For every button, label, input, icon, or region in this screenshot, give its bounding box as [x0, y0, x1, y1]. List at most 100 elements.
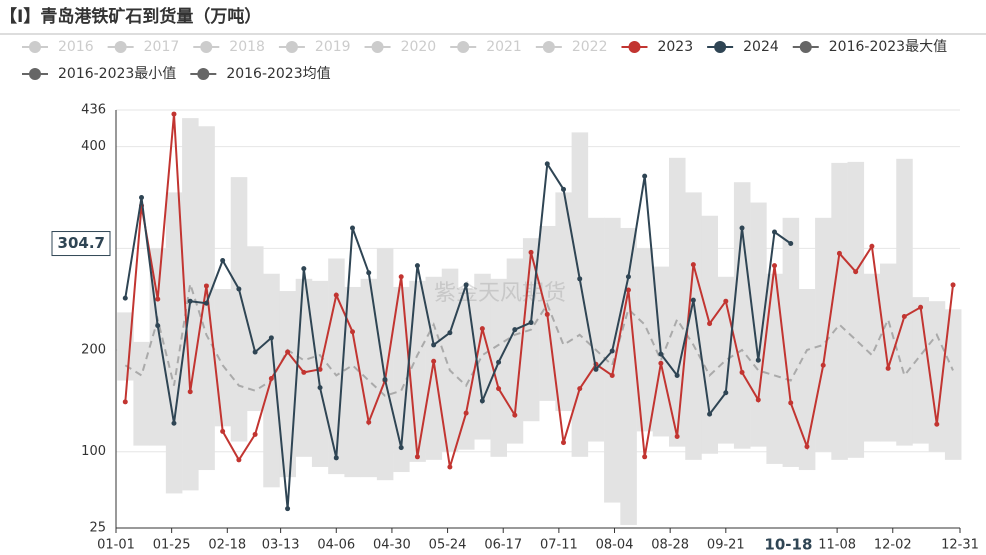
- data-point: [171, 111, 177, 117]
- x-tick-label: 09-21: [707, 538, 745, 553]
- watermark: 紫金天风期货: [434, 281, 566, 306]
- legend-marker: [197, 68, 210, 80]
- data-point: [820, 362, 826, 368]
- range-band: [733, 182, 751, 449]
- data-point: [918, 304, 924, 310]
- x-tick-label: 02-18: [208, 538, 246, 553]
- legend-item[interactable]: 2024: [707, 39, 779, 55]
- x-tick-label: 12-31: [941, 538, 979, 553]
- legend-marker: [542, 41, 555, 53]
- range-band: [896, 158, 913, 446]
- x-tick-label: 03-13: [262, 538, 300, 553]
- series-line: [124, 114, 954, 468]
- data-point: [317, 366, 323, 372]
- legend-label: 2019: [315, 39, 351, 55]
- range-band: [620, 227, 637, 525]
- legend-item[interactable]: 2016-2023最小值: [22, 66, 176, 82]
- legend-item[interactable]: 2022: [535, 39, 608, 55]
- data-point: [658, 351, 664, 357]
- data-point: [350, 329, 356, 335]
- y-tick-label: 436: [81, 103, 106, 118]
- range-band: [847, 161, 865, 458]
- data-point: [139, 194, 145, 200]
- range-band: [782, 217, 800, 467]
- legend-item[interactable]: 2016-2023均值: [190, 66, 331, 82]
- data-point: [625, 274, 631, 280]
- data-point: [414, 263, 420, 269]
- data-point: [366, 419, 372, 425]
- data-point: [788, 400, 794, 406]
- pointer-y-box: [51, 231, 111, 257]
- range-band: [409, 280, 426, 462]
- data-point: [155, 323, 161, 329]
- legend-marker: [714, 41, 727, 53]
- range-band: [555, 192, 572, 412]
- data-point: [690, 262, 696, 268]
- data-point: [333, 455, 339, 461]
- legend-item[interactable]: 2016: [22, 39, 94, 55]
- range-band: [604, 217, 621, 503]
- data-point: [609, 348, 615, 354]
- data-point: [463, 410, 469, 416]
- range-band: [766, 273, 783, 464]
- legend-item[interactable]: 2017: [107, 39, 180, 55]
- range-band: [750, 202, 767, 447]
- data-point: [885, 365, 891, 371]
- legend-label: 2022: [572, 39, 608, 55]
- data-point: [577, 276, 583, 282]
- legend-label: 2016-2023最大值: [829, 39, 947, 55]
- range-band: [506, 258, 524, 444]
- data-point: [836, 250, 842, 256]
- data-point: [739, 369, 745, 375]
- pointer-x-box: [758, 532, 819, 555]
- legend-marker: [29, 68, 41, 80]
- legend-item[interactable]: 2020: [364, 39, 437, 55]
- legend-item[interactable]: 2019: [278, 39, 351, 55]
- legend-item[interactable]: 2016-2023最大值: [792, 39, 947, 55]
- range-band: [880, 263, 897, 442]
- legend-marker: [200, 41, 213, 53]
- legend-marker: [457, 41, 470, 53]
- data-point: [544, 311, 550, 317]
- data-point: [187, 389, 193, 395]
- data-point: [252, 431, 258, 437]
- data-point: [658, 360, 664, 366]
- range-band: [912, 297, 929, 444]
- x-tick-label: 08-28: [651, 538, 689, 553]
- data-point: [625, 287, 631, 293]
- data-point: [398, 445, 404, 451]
- data-point: [723, 390, 729, 396]
- data-point: [414, 454, 420, 460]
- data-point: [788, 241, 794, 247]
- range-band: [685, 192, 702, 460]
- legend-item[interactable]: 2021: [450, 39, 522, 55]
- legend-label: 2016-2023均值: [226, 66, 330, 82]
- legend-marker: [799, 41, 812, 53]
- data-point: [479, 326, 485, 332]
- legend-label: 2021: [486, 39, 522, 55]
- data-point: [561, 186, 567, 192]
- x-tick-label: 01-01: [97, 538, 135, 553]
- range-band: [474, 273, 491, 440]
- x-tick-label: 04-30: [373, 538, 411, 553]
- data-point: [366, 270, 372, 276]
- y-tick-label: 25: [89, 521, 106, 536]
- range-band: [815, 217, 832, 452]
- legend-item[interactable]: 2018: [193, 39, 265, 55]
- x-tick-label: 01-25: [153, 538, 191, 553]
- data-point: [642, 454, 648, 460]
- range-band: [831, 162, 848, 460]
- x-tick-label: 12-02: [874, 538, 912, 553]
- data-point: [869, 243, 875, 249]
- data-point: [528, 320, 534, 326]
- data-point: [301, 369, 307, 375]
- legend-item[interactable]: 2023: [621, 39, 693, 55]
- data-point: [772, 229, 778, 235]
- data-point: [755, 357, 761, 363]
- range-band: [279, 291, 296, 478]
- range-band: [587, 217, 605, 442]
- data-point: [203, 300, 209, 306]
- x-tick-label: 07-11: [540, 538, 578, 553]
- y-tick-label: 400: [81, 139, 106, 154]
- data-point: [220, 258, 226, 264]
